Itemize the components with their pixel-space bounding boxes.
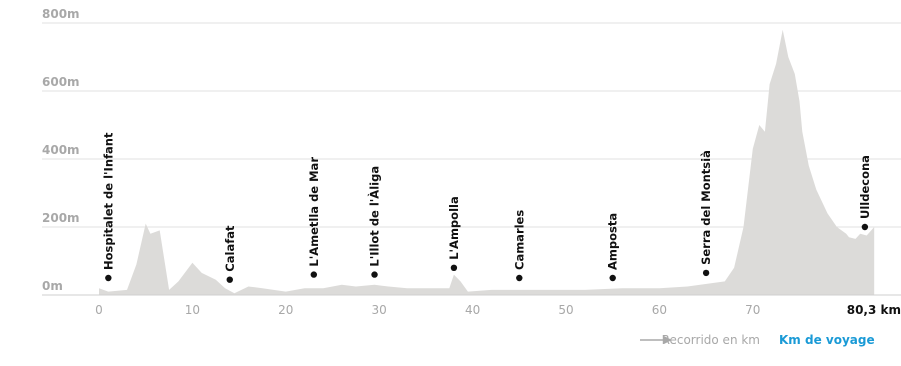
place-marker: L'Illot de l'Àliga [367,166,382,278]
place-marker: Amposta [606,213,620,282]
place-marker: Ulldecona [858,155,872,231]
y-tick-label: 200m [42,211,80,225]
place-marker: L'Ampolla [447,196,461,271]
x-axis-ticks: 0 10 20 30 40 50 60 70 [95,303,760,317]
x-tick-label: 0 [95,303,103,317]
place-label: L'Ampolla [447,196,461,260]
place-dot [371,271,378,278]
place-dot [105,274,112,282]
route-end-label: 80,3 km [847,303,901,317]
place-label: Hospitalet de l'Infant [101,132,115,270]
y-tick-label: 0m [42,279,63,293]
place-marker: L'Ametlla de Mar [307,157,321,278]
place-dot [702,269,710,277]
place-markers: Hospitalet de l'Infant Calafat L'Ametlla d… [101,132,872,283]
place-label: Amposta [606,213,620,270]
place-dot [226,276,233,283]
place-dot [310,271,318,278]
x-tick-label: 30 [372,303,387,317]
place-marker: Camarles [512,210,526,282]
place-dot [516,274,523,282]
x-tick-label: 50 [558,303,573,317]
place-label: Serra del Montsià [699,150,713,265]
y-axis-ticks: 0m 200m 400m 600m 800m [42,7,80,293]
y-tick-label: 600m [42,75,80,89]
legend-recorrido-label: Recorrido en km [662,333,760,347]
place-dot [861,223,869,231]
x-tick-label: 20 [278,303,293,317]
legend: Recorrido en km Km de voyage [640,333,875,347]
place-label: Calafat [223,225,237,272]
place-dot [609,274,616,282]
x-tick-label: 40 [465,303,480,317]
place-label: Ulldecona [858,155,872,219]
place-marker: Calafat [223,225,237,283]
place-marker: Serra del Montsià [699,150,713,277]
y-tick-label: 800m [42,7,80,21]
place-label: L'Ametlla de Mar [307,157,321,267]
y-tick-label: 400m [42,143,80,157]
arrow-icon-head [664,336,672,344]
x-tick-label: 60 [652,303,667,317]
place-marker: Hospitalet de l'Infant [101,132,115,282]
place-label: Camarles [512,210,526,270]
x-tick-label: 10 [185,303,200,317]
x-tick-label: 70 [745,303,760,317]
legend-km-voyage-label: Km de voyage [779,333,875,347]
elevation-area [99,29,875,296]
place-dot [450,264,458,271]
place-label: L'Illot de l'Àliga [367,166,382,267]
